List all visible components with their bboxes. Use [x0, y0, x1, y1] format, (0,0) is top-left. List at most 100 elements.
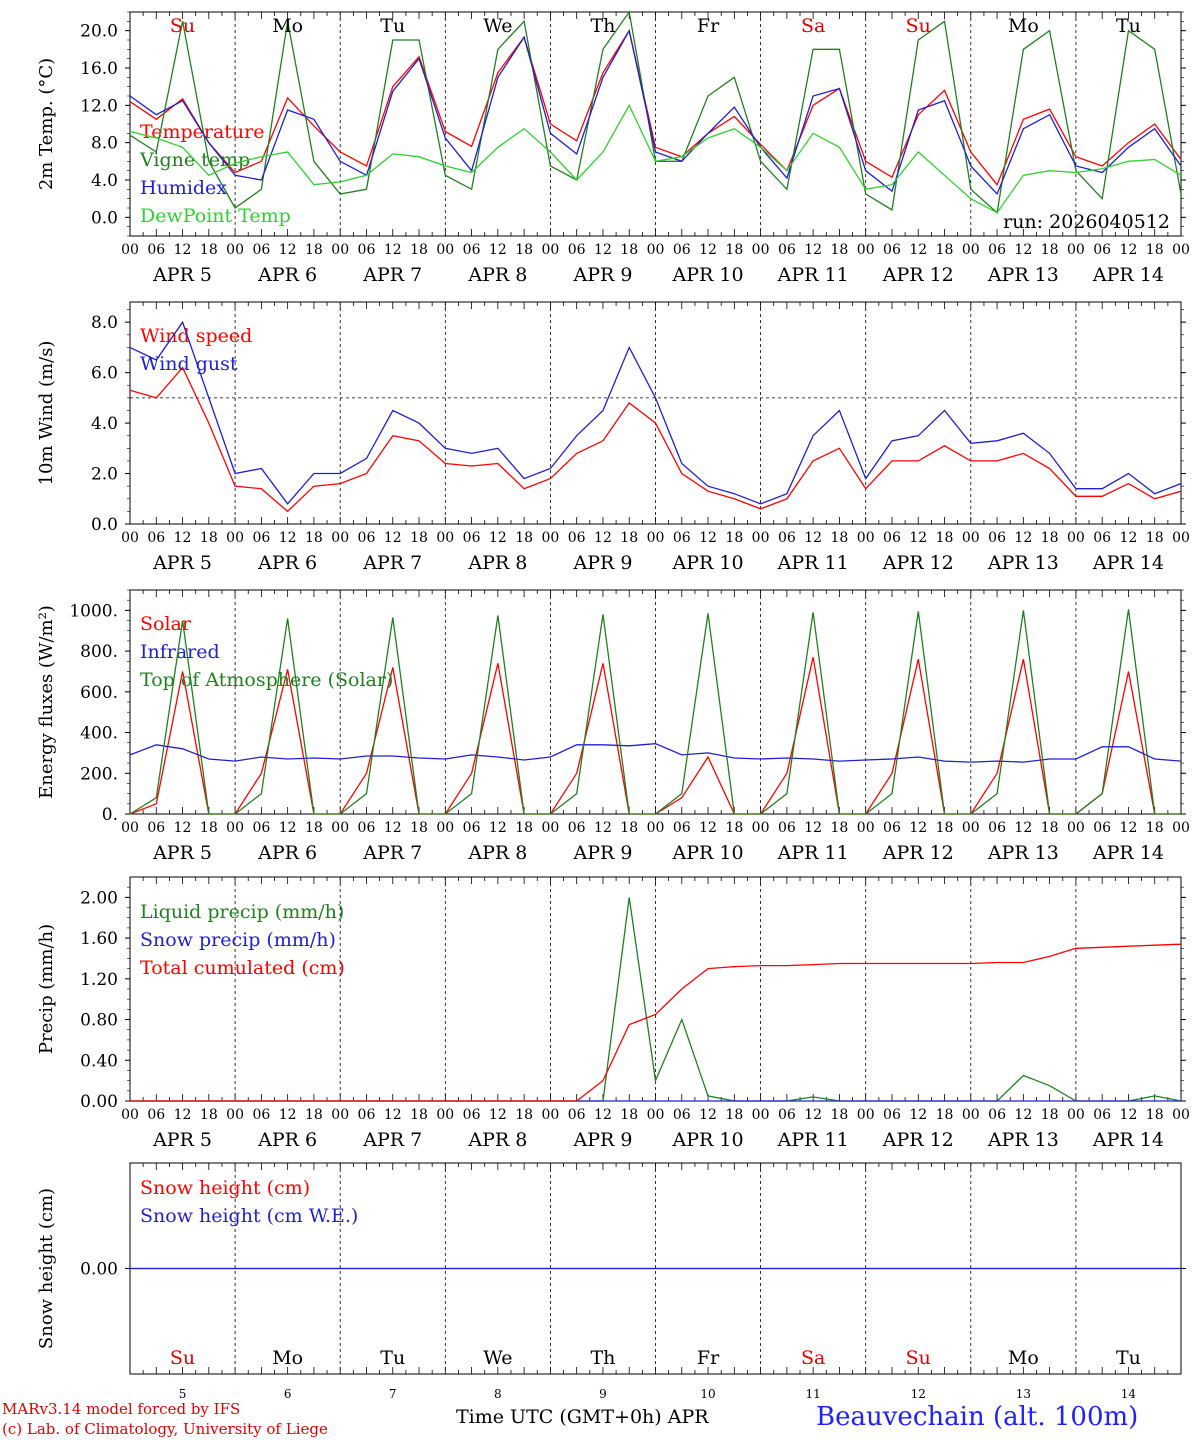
hour-label: 06 [883, 820, 901, 836]
hour-label: 06 [778, 530, 796, 546]
hour-label: 18 [936, 242, 954, 258]
hour-label: 00 [226, 1107, 244, 1123]
y-tick-label: 200. [80, 764, 118, 784]
temperature-panel: 0.04.08.012.016.020.02m Temp. (°C) Temper… [36, 10, 1190, 286]
hour-label: 06 [252, 242, 270, 258]
y-tick-label: 8.0 [91, 313, 118, 333]
y-tick-label: 0.00 [80, 1092, 118, 1112]
y-tick-label: 0.80 [80, 1011, 118, 1031]
legend-entry: Total cumulated (cm) [140, 957, 345, 979]
y-tick-label: 0.0 [91, 208, 118, 228]
legend-entry: Snow height (cm) [140, 1177, 310, 1199]
date-label: APR 10 [672, 1129, 744, 1151]
hour-label: 12 [1120, 530, 1138, 546]
hour-label: 00 [541, 1107, 559, 1123]
hour-label: 18 [1041, 820, 1059, 836]
hour-label: 00 [436, 530, 454, 546]
date-number: 11 [806, 1387, 821, 1401]
date-label: APR 8 [467, 1129, 527, 1151]
date-label: APR 12 [882, 552, 954, 574]
hour-label: 12 [279, 820, 297, 836]
hour-label: 12 [699, 242, 717, 258]
temperature-ylabel: 2m Temp. (°C) [36, 58, 57, 190]
y-tick-label: 1.60 [80, 929, 118, 949]
hour-label: 06 [568, 1107, 586, 1123]
hour-label: 06 [988, 820, 1006, 836]
date-number: 14 [1121, 1387, 1137, 1401]
day-name: Th [590, 15, 615, 37]
station-name: Beauvechain (alt. 100m) [816, 1402, 1139, 1432]
date-label: APR 10 [672, 552, 744, 574]
y-tick-label: 2.00 [80, 888, 118, 908]
date-number: 13 [1016, 1387, 1031, 1401]
hour-label: 06 [673, 242, 691, 258]
hour-label: 18 [200, 242, 218, 258]
hour-label: 06 [1093, 820, 1111, 836]
precip-ylabel: Precip (mm/h) [36, 924, 57, 1054]
hour-label: 00 [962, 820, 980, 836]
hour-label: 18 [515, 242, 533, 258]
date-label: APR 13 [987, 1129, 1059, 1151]
hour-label: 12 [594, 820, 612, 836]
legend-entry: Wind speed [140, 325, 252, 347]
hour-label: 18 [515, 1107, 533, 1123]
date-number: 8 [494, 1387, 502, 1401]
hour-label: 12 [1120, 1107, 1138, 1123]
series-dewpoint-temp [129, 103, 1182, 214]
hour-label: 12 [384, 242, 402, 258]
hour-label: 12 [1014, 242, 1032, 258]
y-tick-label: 2.0 [91, 465, 118, 485]
hour-label: 06 [673, 820, 691, 836]
legend-entry: Liquid precip (mm/h) [140, 901, 344, 923]
hour-label: 06 [1093, 242, 1111, 258]
hour-label: 18 [725, 242, 743, 258]
day-name: Mo [1008, 1347, 1039, 1369]
hour-label: 00 [121, 242, 139, 258]
hour-label: 18 [305, 1107, 323, 1123]
hour-label: 12 [909, 242, 927, 258]
hour-label: 06 [988, 242, 1006, 258]
date-label: APR 14 [1092, 842, 1164, 864]
y-tick-label: 0. [102, 805, 118, 825]
hour-label: 12 [489, 1107, 507, 1123]
series-humidex [129, 28, 1182, 196]
hour-label: 00 [752, 1107, 770, 1123]
date-number: 12 [911, 1387, 926, 1401]
hour-label: 18 [410, 1107, 428, 1123]
hour-label: 06 [463, 1107, 481, 1123]
hour-label: 06 [358, 820, 376, 836]
precip-panel: 0.00 0.40 0.80 1.20 1.60 2.00 Precip (mm/h) Liq… [36, 876, 1190, 1151]
hour-label: 06 [778, 1107, 796, 1123]
day-name: Sa [801, 1347, 825, 1369]
hour-label: 12 [279, 530, 297, 546]
hour-label: 12 [279, 1107, 297, 1123]
hour-label: 00 [1172, 820, 1190, 836]
hour-label: 12 [699, 530, 717, 546]
wind-panel: 0.0 2.0 4.0 6.0 8.0 10m Wind (m/s) Wind speed W… [36, 301, 1190, 574]
y-tick-label: 800. [80, 642, 118, 662]
y-tick-label: 0.00 [80, 1260, 118, 1280]
y-tick-label: 1000. [69, 601, 118, 621]
day-name: Th [590, 1347, 615, 1369]
day-name: Fr [697, 15, 720, 37]
y-tick-label: 0.0 [91, 515, 118, 535]
hour-label: 18 [305, 242, 323, 258]
y-tick-label: 4.0 [91, 171, 118, 191]
hour-label: 12 [279, 242, 297, 258]
hour-label: 00 [647, 820, 665, 836]
hour-label: 00 [541, 242, 559, 258]
hour-label: 00 [331, 530, 349, 546]
hour-label: 18 [936, 530, 954, 546]
y-tick-label: 400. [80, 724, 118, 744]
hour-label: 18 [620, 242, 638, 258]
hour-label: 06 [778, 820, 796, 836]
date-label: APR 13 [987, 842, 1059, 864]
y-tick-label: 1.20 [80, 970, 118, 990]
day-name: Tu [380, 1347, 405, 1369]
hour-label: 06 [358, 530, 376, 546]
date-label: APR 6 [257, 842, 317, 864]
hour-label: 12 [1014, 1107, 1032, 1123]
hour-label: 18 [620, 820, 638, 836]
hour-label: 12 [909, 820, 927, 836]
